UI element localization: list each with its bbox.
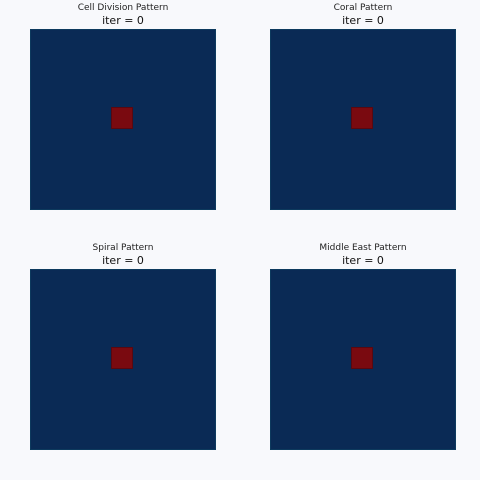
chart-title: Middle East Pattern (319, 243, 407, 253)
chart-title: Coral Pattern (333, 3, 393, 13)
chart-subtitle: iter = 0 (342, 254, 384, 267)
chart-subtitle: iter = 0 (102, 14, 144, 27)
chart-subtitle: iter = 0 (342, 14, 384, 27)
heatmap-seed-cell (111, 107, 133, 129)
heatmap-seed-cell (111, 347, 133, 369)
chart-title: Cell Division Pattern (77, 3, 169, 13)
chart-panel-coral: Coral Pattern iter = 0 (270, 0, 456, 212)
chart-panel-middle-east: Middle East Pattern iter = 0 (270, 240, 456, 452)
chart-panel-spiral: Spiral Pattern iter = 0 (30, 240, 216, 452)
heatmap-seed-cell (351, 107, 373, 129)
chart-title: Spiral Pattern (92, 243, 154, 253)
chart-panel-cell-division: Cell Division Pattern iter = 0 (30, 0, 216, 212)
chart-subtitle: iter = 0 (102, 254, 144, 267)
heatmap-seed-cell (351, 347, 373, 369)
